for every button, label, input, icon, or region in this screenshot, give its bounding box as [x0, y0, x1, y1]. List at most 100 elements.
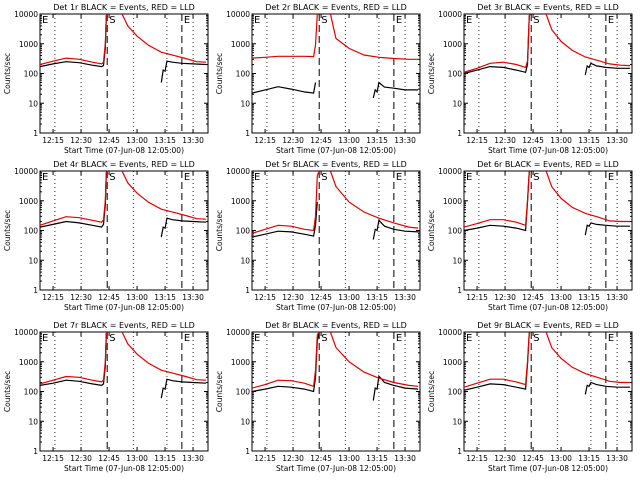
events-series-pre — [464, 171, 530, 232]
y-tick-label: 10 — [452, 99, 462, 108]
y-tick-label: 1 — [33, 129, 38, 138]
y-tick-label: 10 — [28, 256, 38, 265]
panel-8: Det 8r BLACK = Events, RED = LLD S E E 1 10 10… — [215, 321, 421, 473]
y-tick-label: 10000 — [438, 167, 462, 176]
panel-3: Det 3r BLACK = Events, RED = LLD S E E 1 10 10… — [427, 3, 633, 155]
end-marker-label: E — [396, 172, 402, 183]
left-edge-label: E — [466, 15, 472, 26]
x-tick-label: 13:30 — [182, 293, 204, 302]
panel-6: Det 6r BLACK = Events, RED = LLD S E E 1 10 10… — [427, 160, 633, 312]
y-tick-label: 1000 — [443, 40, 462, 49]
events-series-post — [372, 374, 419, 401]
events-series-pre — [252, 82, 317, 94]
y-axis-label: Counts/sec — [427, 371, 436, 412]
y-axis-label: Counts/sec — [215, 210, 224, 251]
chart-title: Det 7r BLACK = Events, RED = LLD — [53, 321, 195, 330]
x-tick-label: 13:15 — [366, 136, 388, 145]
x-tick-label: 13:15 — [154, 293, 176, 302]
plot-frame — [463, 13, 633, 134]
x-tick-label: 12:30 — [494, 136, 516, 145]
y-tick-label: 1 — [33, 286, 38, 295]
events-series-pre — [252, 332, 320, 393]
y-tick-label: 1 — [457, 129, 462, 138]
left-edge-label: E — [254, 15, 260, 26]
x-tick-label: 12:45 — [310, 454, 332, 463]
chart-title: Det 3r BLACK = Events, RED = LLD — [477, 3, 619, 12]
events-series-post — [160, 378, 207, 399]
x-tick-label: 12:15 — [466, 454, 488, 463]
x-tick-label: 13:00 — [126, 136, 148, 145]
y-axis-label: Counts/sec — [3, 371, 12, 412]
lld-series-post — [121, 332, 207, 381]
end-marker-label: E — [608, 15, 614, 26]
lld-series-post — [545, 14, 631, 67]
x-tick-label: 13:15 — [578, 454, 600, 463]
y-tick-label: 100 — [448, 227, 463, 236]
panel-2: Det 2r BLACK = Events, RED = LLD S E E 1 10 10… — [215, 3, 421, 155]
plot-frame — [463, 170, 633, 291]
y-axis-label: Counts/sec — [427, 53, 436, 94]
events-series-pre — [464, 14, 531, 75]
x-tick-label: 13:00 — [338, 454, 360, 463]
x-tick-label: 12:45 — [98, 293, 120, 302]
lld-series-pre — [464, 332, 530, 388]
x-tick-label: 12:45 — [522, 454, 544, 463]
events-series-post — [372, 81, 419, 99]
chart-title: Det 4r BLACK = Events, RED = LLD — [53, 160, 195, 169]
plot-frame — [251, 170, 421, 291]
left-edge-label: E — [466, 172, 472, 183]
y-tick-label: 100 — [24, 227, 39, 236]
events-series-post — [584, 222, 631, 236]
end-marker-label: E — [184, 333, 190, 344]
lld-series-post — [121, 14, 207, 63]
y-axis-label: Counts/sec — [215, 53, 224, 94]
events-series-post — [160, 217, 207, 238]
x-axis-label: Start Time (07-Jun-08 12:05:00) — [64, 464, 184, 473]
plot-frame — [39, 170, 209, 291]
y-tick-label: 100 — [448, 70, 463, 79]
plot-frame — [463, 331, 633, 452]
y-tick-label: 10000 — [438, 10, 462, 19]
x-tick-label: 13:15 — [578, 293, 600, 302]
x-axis-label: Start Time (07-Jun-08 12:05:00) — [64, 303, 184, 312]
left-edge-label: E — [42, 15, 48, 26]
y-tick-label: 100 — [24, 70, 39, 79]
lld-series-post — [545, 171, 631, 223]
end-marker-label: E — [184, 15, 190, 26]
chart-title: Det 6r BLACK = Events, RED = LLD — [477, 160, 619, 169]
x-axis-label: Start Time (07-Jun-08 12:05:00) — [488, 146, 608, 155]
x-tick-label: 12:30 — [70, 454, 92, 463]
events-series-post — [584, 381, 631, 395]
start-marker-label: S — [109, 333, 115, 344]
end-marker-label: E — [396, 333, 402, 344]
x-tick-label: 12:30 — [70, 293, 92, 302]
plot-frame — [251, 13, 421, 134]
x-tick-label: 13:30 — [182, 454, 204, 463]
y-tick-label: 10000 — [226, 10, 250, 19]
y-tick-label: 100 — [448, 388, 463, 397]
y-axis-label: Counts/sec — [427, 210, 436, 251]
lld-series-post — [329, 332, 419, 387]
y-tick-label: 1 — [245, 129, 250, 138]
x-tick-label: 12:15 — [42, 454, 64, 463]
y-tick-label: 10000 — [438, 328, 462, 337]
plot-frame — [39, 331, 209, 452]
events-series-pre — [40, 171, 108, 228]
x-tick-label: 12:15 — [466, 293, 488, 302]
x-tick-label: 13:00 — [550, 293, 572, 302]
chart-title: Det 2r BLACK = Events, RED = LLD — [265, 3, 407, 12]
x-tick-label: 12:30 — [282, 454, 304, 463]
x-tick-label: 12:45 — [310, 293, 332, 302]
y-tick-label: 1000 — [231, 197, 250, 206]
x-tick-label: 13:00 — [126, 454, 148, 463]
y-tick-label: 1000 — [443, 197, 462, 206]
y-tick-label: 1 — [33, 447, 38, 456]
x-tick-label: 12:15 — [254, 454, 276, 463]
y-tick-label: 10000 — [226, 328, 250, 337]
x-tick-label: 12:30 — [70, 136, 92, 145]
lld-series-pre — [40, 171, 108, 226]
panel-5: Det 5r BLACK = Events, RED = LLD S E E 1 10 10… — [215, 160, 421, 312]
y-tick-label: 10000 — [14, 328, 38, 337]
x-axis-label: Start Time (07-Jun-08 12:05:00) — [488, 464, 608, 473]
x-tick-label: 13:00 — [338, 136, 360, 145]
